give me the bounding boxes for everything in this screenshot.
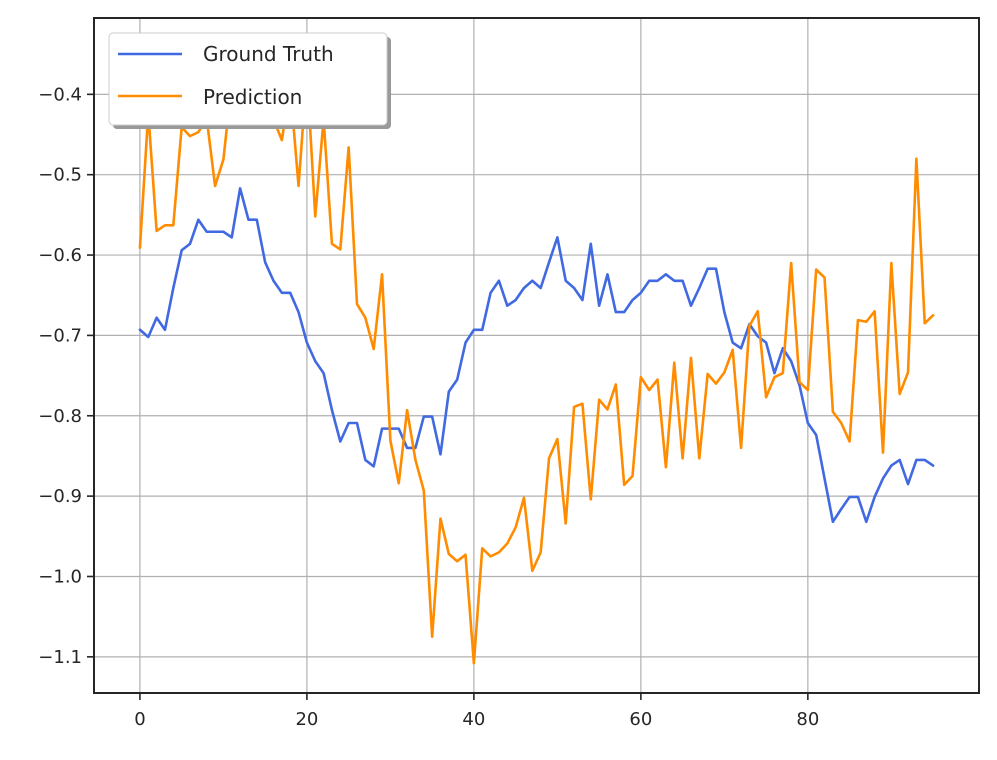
x-tick-label: 40 (462, 709, 485, 730)
x-tick-label: 20 (295, 709, 318, 730)
plot-area (94, 18, 979, 693)
y-tick-label: −1.0 (38, 566, 82, 587)
x-tick-label: 60 (629, 709, 652, 730)
series-line-ground-truth (138, 187, 935, 524)
x-tick-label: 0 (134, 709, 145, 730)
axis-ticks: 0 20 40 60 80 −0.4 −0.5 −0.6 −0.7 −0.8 −0.9 −1.0 −1.… (38, 84, 819, 730)
y-tick-label: −0.9 (38, 486, 82, 507)
legend-prediction-label: Prediction (203, 85, 302, 109)
y-tick-label: −0.5 (38, 165, 82, 186)
axes-frame (93, 17, 980, 694)
y-tick-label: −1.1 (38, 647, 82, 668)
y-tick-label: −0.8 (38, 406, 82, 427)
y-tick-label: −0.7 (38, 325, 82, 346)
legend-box (108, 32, 388, 126)
y-tick-label: −0.6 (38, 245, 82, 266)
legend-ground-truth-label: Ground Truth (203, 42, 334, 66)
legend: Ground Truth Prediction (108, 32, 391, 129)
y-tick-label: −0.4 (38, 84, 82, 105)
x-tick-label: 80 (796, 709, 819, 730)
